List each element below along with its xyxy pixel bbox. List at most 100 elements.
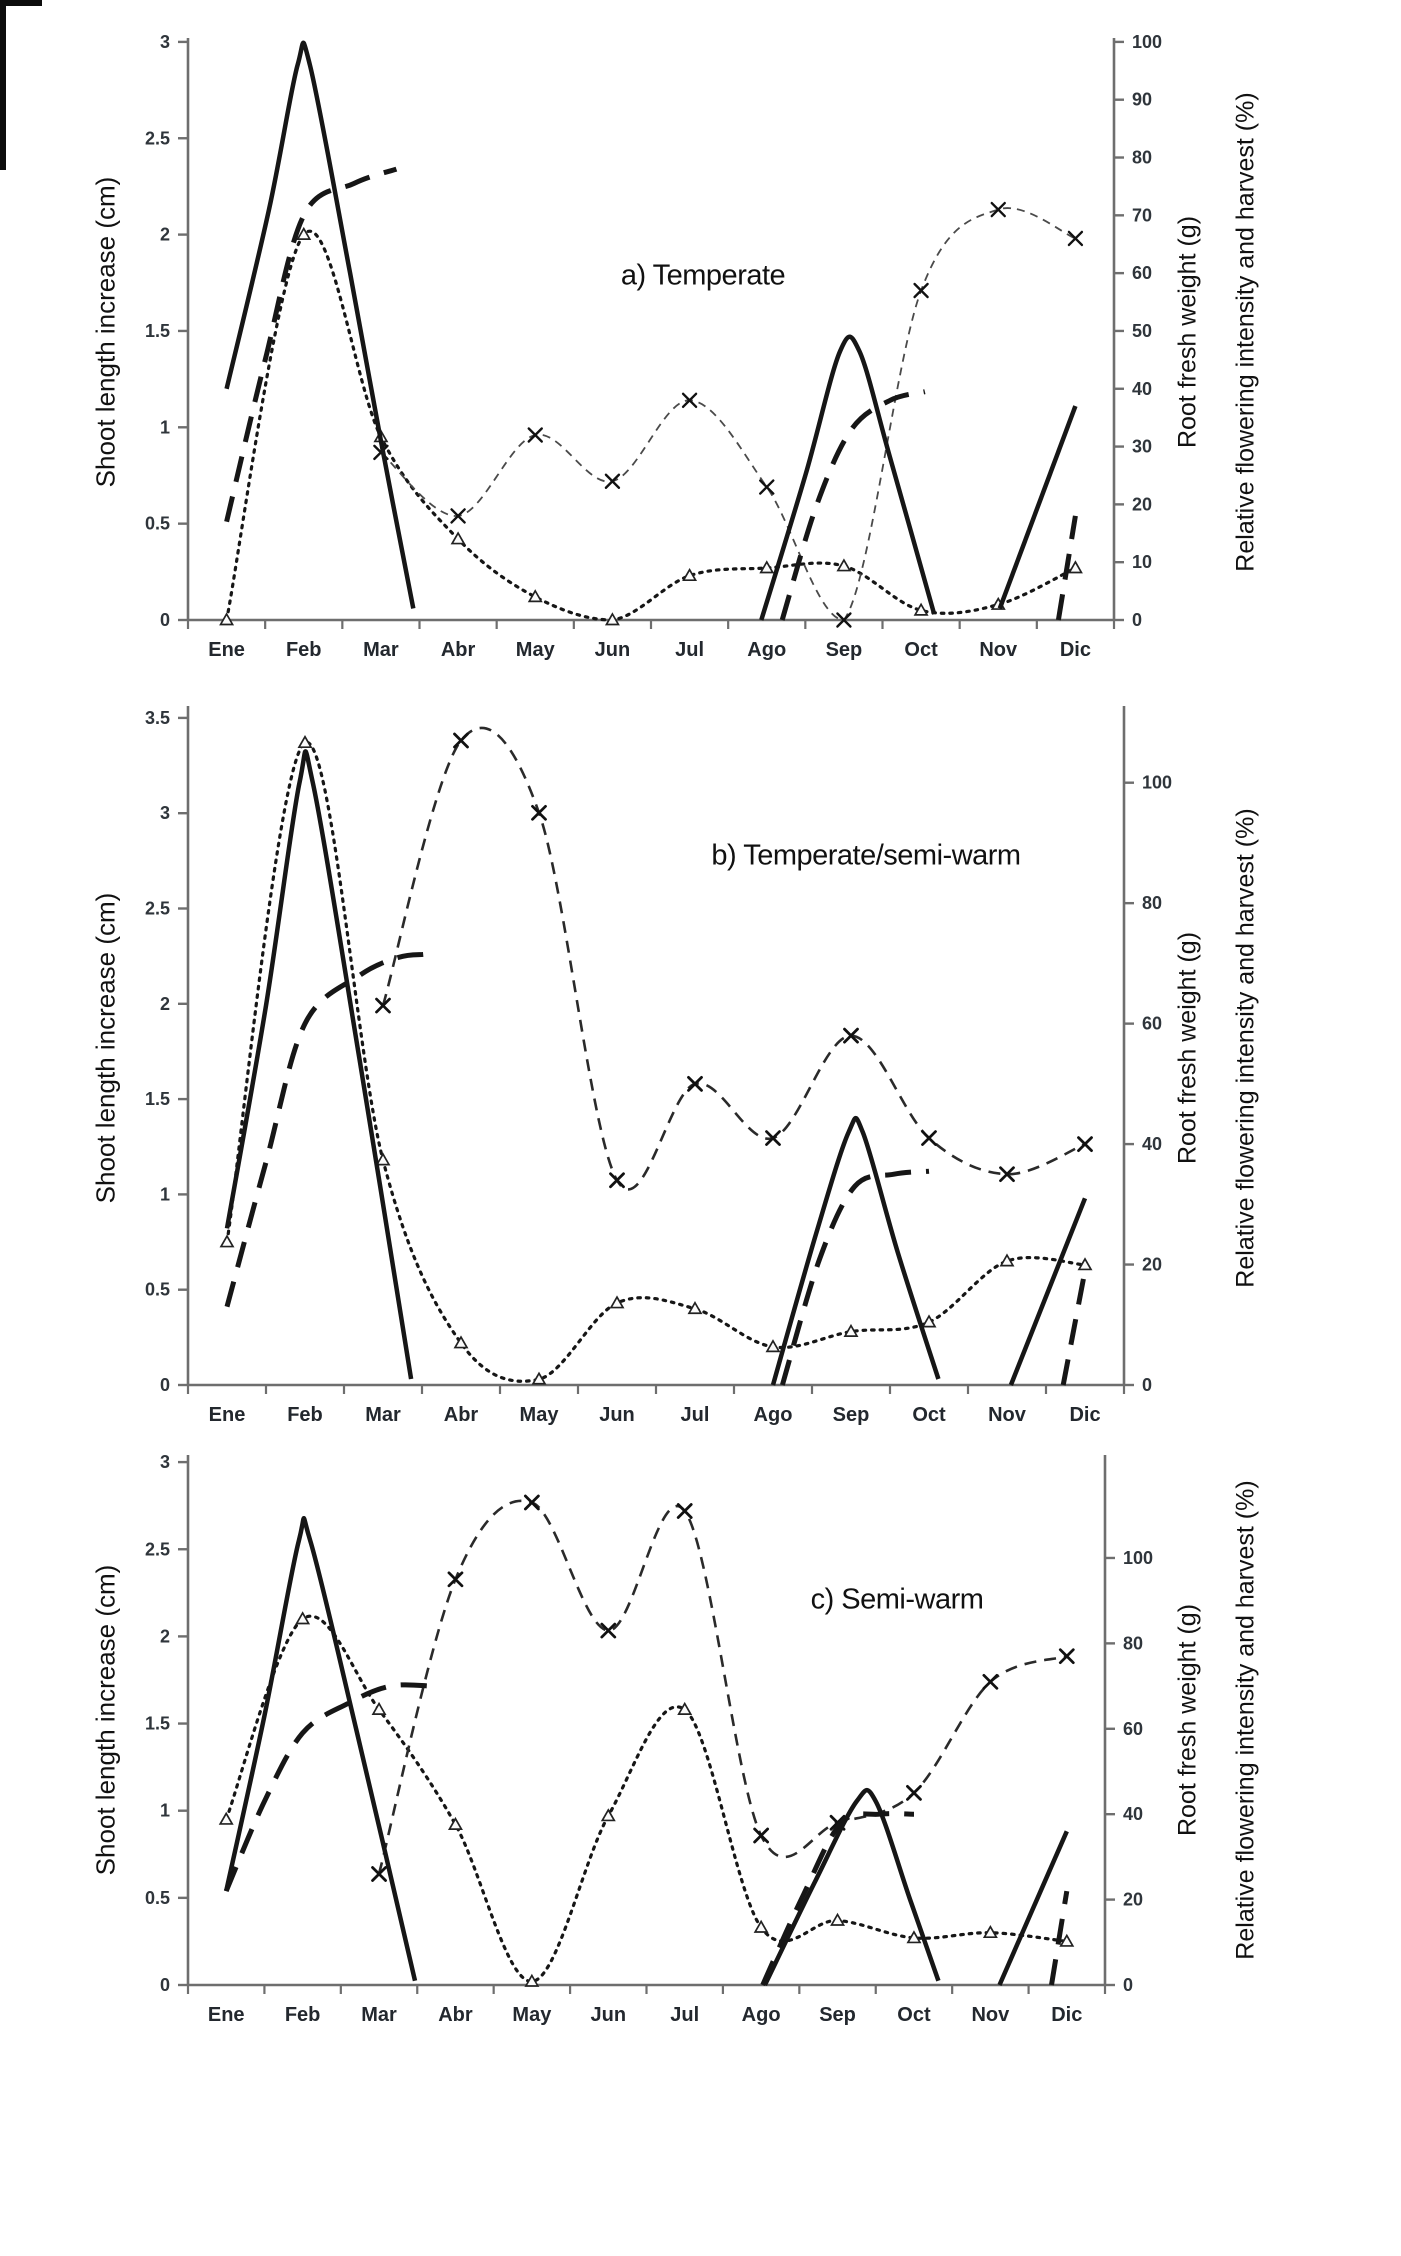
left-tick-label: 2.5 [145,1539,170,1559]
x-marker [1067,230,1084,247]
x-marker [1058,1648,1075,1665]
triangle-marker [677,1701,693,1715]
x-marker [527,427,543,443]
triangle-marker [447,1816,463,1830]
triangle-marker [682,567,698,582]
month-label: May [516,639,556,661]
triangle-marker [999,1253,1015,1267]
triangle-marker [982,1924,998,1939]
b-harvest-line [224,951,424,1308]
triangle-marker [296,226,312,240]
triangle-marker [600,1808,616,1822]
right-tick-label: 40 [1132,379,1152,399]
c-harvest-line [223,1682,433,1893]
left-tick-label: 3.5 [145,708,170,728]
right-tick-label: 40 [1142,1134,1162,1154]
panel-c-right-axis-label-inner: Root fresh weight (g) [1173,1603,1202,1837]
right-tick-label: 20 [1123,1890,1143,1910]
month-label: Jun [595,639,631,661]
month-label: Dic [1051,2004,1082,2026]
right-tick-label: 0 [1132,610,1142,630]
panel-b: 0 0.5 1 1.5 2 2.5 3 3.5 0 20 40 60 80 100 Ene Feb Mar Abr… [145,706,1172,1426]
triangle-marker [218,1811,234,1825]
x-marker [681,392,698,409]
b-flowering-line [770,1115,941,1386]
month-label: Mar [361,2004,397,2026]
x-marker [921,1130,937,1146]
left-tick-label: 2.5 [145,899,170,919]
x-marker [999,1166,1015,1183]
left-tick-label: 3 [160,32,170,52]
a-flowering-line [759,334,937,621]
right-tick-label: 30 [1132,437,1152,457]
right-tick-label: 20 [1142,1255,1162,1275]
month-label: Oct [904,639,938,661]
right-tick-label: 10 [1132,552,1152,572]
right-tick-label: 60 [1132,263,1152,283]
right-tick-label: 50 [1132,321,1152,341]
month-label: May [512,2004,552,2026]
triangle-marker [759,560,775,574]
triangle-marker [843,1323,859,1337]
b-root-line [381,726,1086,1191]
month-label: Ago [742,2004,781,2026]
x-marker [982,1673,999,1690]
month-label: Sep [833,1404,870,1426]
left-tick-label: 0.5 [145,1888,170,1908]
month-label: Jun [599,1404,635,1426]
month-label: Ene [208,639,245,661]
c-shoot-line [224,1614,1069,1984]
month-label: Sep [819,2004,856,2026]
right-tick-label: 100 [1142,773,1172,793]
triangle-marker [753,1919,769,1933]
x-marker [836,612,852,628]
scan-edge-artifact-top [0,0,42,6]
left-tick-label: 1 [160,417,170,437]
x-marker [609,1172,625,1189]
left-tick-label: 0.5 [145,514,170,534]
month-label: Abr [444,1404,479,1426]
left-tick-label: 0.5 [145,1280,170,1300]
scan-edge-artifact [0,0,6,170]
month-label: Mar [365,1404,401,1426]
panel-b-left-axis-label: Shoot length increase (cm) [90,892,121,1204]
a-shoot-line [225,229,1077,622]
triangle-marker [604,612,620,626]
month-label: Feb [286,639,322,661]
panel-c-right-axis-label-outer: Relative flowering intensity and harvest… [1231,1480,1260,1960]
triangle-marker [371,1701,387,1715]
left-tick-label: 3 [160,1452,170,1472]
month-label: Nov [988,1404,1027,1426]
triangle-marker [830,1912,846,1926]
triangle-marker [921,1314,937,1328]
x-marker [453,732,469,749]
left-tick-label: 1 [160,1184,170,1204]
month-label: Feb [285,2004,321,2026]
triangle-marker [219,1234,235,1248]
right-tick-label: 100 [1123,1548,1153,1568]
x-marker [1077,1136,1093,1152]
x-marker [913,282,929,299]
a-harvest-line [1055,515,1078,621]
month-label: May [520,1404,560,1426]
panel-a-right-axis-label-outer: Relative flowering intensity and harvest… [1231,92,1260,572]
triangle-marker [295,1611,311,1625]
x-marker [906,1784,922,1801]
right-tick-label: 60 [1123,1719,1143,1739]
left-tick-label: 0 [160,1375,170,1395]
triangle-marker [906,1930,922,1944]
x-marker [843,1027,859,1044]
panel-a-left-axis-label: Shoot length increase (cm) [90,176,121,488]
c-flowering-line [997,1830,1069,1986]
triangle-marker [527,589,543,603]
panel-b-title: b) Temperate/semi-warm [711,839,1021,872]
x-marker [375,997,391,1014]
c-shoot-markers [218,1611,1075,1987]
c-root-markers [371,1494,1075,1882]
b-root-markers [375,732,1093,1189]
left-tick-label: 0 [160,1975,170,1995]
panel-c: 0 0.5 1 1.5 2 2.5 3 0 20 40 60 80 100 Ene Feb Mar Abr May… [145,1452,1153,2026]
left-tick-label: 2 [160,225,170,245]
month-label: Dic [1060,639,1091,661]
